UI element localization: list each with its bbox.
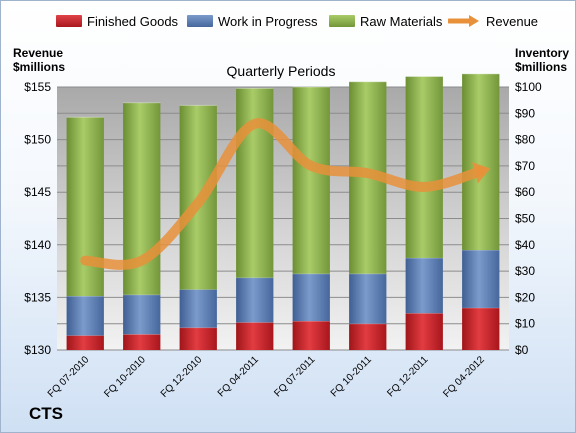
category-label: FQ 07-2010: [46, 354, 92, 400]
bar-raw-materials: [462, 73, 500, 251]
left-tick-label: $130: [24, 343, 51, 357]
category-label: FQ 10-2010: [102, 354, 148, 400]
bar-raw-materials: [405, 76, 443, 258]
right-tick-label: $80: [515, 133, 535, 147]
legend-swatch-raw-materials: [329, 15, 355, 27]
left-axis-title-line1: Revenue: [13, 46, 64, 60]
right-tick-label: $30: [515, 264, 535, 278]
right-tick-label: $40: [515, 238, 535, 252]
chart-legend: Finished Goods Work in Progress Raw Mate…: [1, 11, 576, 31]
right-tick-label: $100: [515, 80, 542, 94]
bar-finished-goods: [179, 327, 217, 350]
bar-raw-materials: [66, 117, 104, 297]
bar-finished-goods: [236, 322, 274, 350]
left-tick-label: $135: [24, 290, 51, 304]
bar-work-in-progress: [405, 257, 443, 314]
bar-finished-goods: [462, 307, 500, 350]
category-label: FQ 10-2011: [329, 354, 374, 399]
left-axis-title-line2: $millions: [13, 60, 66, 74]
bar-work-in-progress: [349, 273, 387, 324]
legend-line-revenue: [448, 15, 479, 27]
legend-item-finished-goods: Finished Goods: [56, 11, 178, 31]
bar-work-in-progress: [236, 277, 274, 323]
right-tick-label: $70: [515, 159, 535, 173]
right-tick-label: $60: [515, 185, 535, 199]
right-axis-title-line2: $millions: [515, 60, 568, 74]
left-tick-label: $150: [24, 133, 51, 147]
legend-swatch-finished-goods: [56, 15, 82, 27]
legend-swatch-work-in-progress: [187, 15, 213, 27]
bar-finished-goods: [66, 335, 104, 350]
bar-finished-goods: [349, 323, 387, 350]
category-label: FQ 07-2011: [272, 354, 317, 399]
legend-label: Revenue: [486, 13, 539, 29]
left-tick-label: $155: [24, 80, 51, 94]
category-label: FQ 12-2011: [385, 354, 430, 399]
bar-work-in-progress: [179, 289, 217, 328]
legend-item-revenue: Revenue: [448, 11, 538, 31]
right-tick-label: $20: [515, 290, 535, 304]
right-tick-label: $10: [515, 317, 535, 331]
legend-label: Finished Goods: [87, 13, 179, 29]
company-ticker: CTS: [29, 404, 63, 423]
category-label: FQ 12-2010: [159, 354, 205, 400]
bar-finished-goods: [405, 313, 443, 350]
right-tick-label: $90: [515, 106, 535, 120]
revenue-arrowhead: [472, 162, 491, 184]
bar-work-in-progress: [292, 273, 330, 322]
left-axis-title: Revenue $millions: [13, 46, 65, 74]
bar-work-in-progress: [66, 296, 104, 336]
revenue-line: [80, 118, 486, 270]
category-label: FQ 04-2011: [216, 354, 261, 399]
right-tick-label: $50: [515, 212, 535, 226]
legend-item-work-in-progress: Work in Progress: [187, 11, 317, 31]
legend-label: Work in Progress: [218, 13, 318, 29]
bar-finished-goods: [292, 321, 330, 350]
chart-title: Quarterly Periods: [226, 63, 336, 79]
bar-finished-goods: [123, 334, 161, 350]
category-label: FQ 04-2012: [441, 354, 487, 400]
left-tick-label: $145: [24, 185, 51, 199]
bar-work-in-progress: [123, 294, 161, 335]
right-axis-title-line1: Inventory: [515, 46, 570, 60]
left-tick-label: $140: [24, 238, 51, 252]
bar-raw-materials: [292, 87, 330, 274]
right-tick-label: $0: [515, 343, 529, 357]
legend-label: Raw Materials: [360, 13, 443, 29]
bar-raw-materials: [236, 88, 274, 278]
bar-work-in-progress: [462, 250, 500, 308]
legend-item-raw-materials: Raw Materials: [329, 11, 442, 31]
right-axis-title: Inventory $millions: [515, 46, 569, 74]
